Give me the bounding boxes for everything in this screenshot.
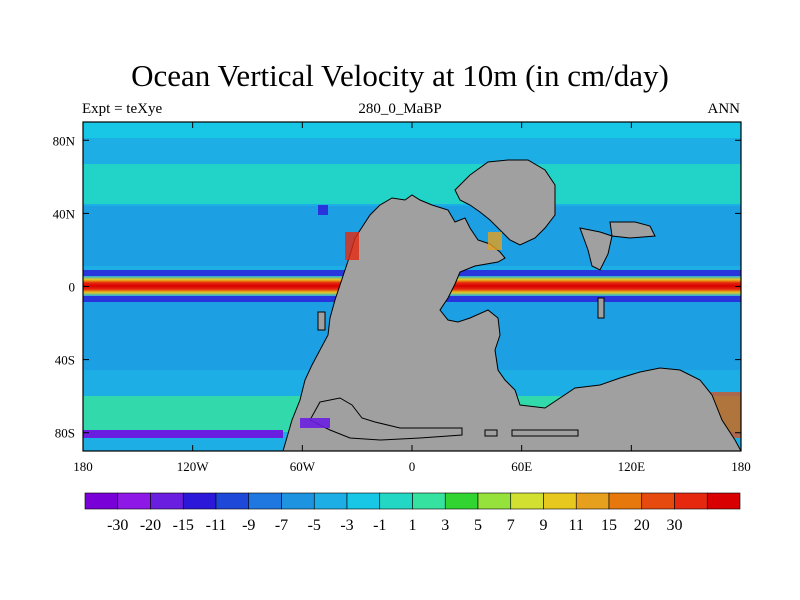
downwelling-spot-1 bbox=[318, 205, 328, 215]
downwelling-spot-2 bbox=[300, 418, 330, 428]
x-tick-label: 60W bbox=[290, 459, 316, 474]
colorbar-swatch bbox=[117, 492, 151, 510]
colorbar-swatch bbox=[313, 492, 348, 510]
colorbar-swatch bbox=[543, 492, 577, 510]
colorbar-label: 20 bbox=[634, 517, 650, 534]
colorbar-label: -5 bbox=[308, 517, 321, 534]
antarctic-shelf-small bbox=[484, 429, 498, 437]
y-tick-label: 40N bbox=[53, 206, 76, 221]
x-tick-label: 60E bbox=[511, 459, 532, 474]
colorbar-swatch bbox=[444, 492, 479, 510]
pangea-continent bbox=[83, 194, 741, 451]
colorbar-label: -30 bbox=[107, 517, 128, 534]
island-arc-east bbox=[579, 227, 613, 271]
colorbar-label: 3 bbox=[441, 517, 449, 534]
x-axis: 180 120W 60W 0 60E 120E 180 bbox=[73, 122, 751, 474]
arctic-band bbox=[83, 122, 741, 138]
colorbar-label: 5 bbox=[474, 517, 482, 534]
colorbar-label: -11 bbox=[206, 517, 227, 534]
colorbar-label: 11 bbox=[569, 517, 584, 534]
colorbar-swatch bbox=[674, 492, 708, 510]
experiment-label: Expt = teXye bbox=[82, 101, 163, 117]
colorbar-swatch bbox=[215, 492, 250, 510]
colorbar-swatch bbox=[248, 492, 282, 510]
island-northeast bbox=[609, 221, 656, 239]
colorbar-swatch bbox=[346, 492, 381, 510]
colorbar-swatch bbox=[477, 492, 512, 510]
colorbar-swatch bbox=[706, 492, 741, 510]
colorbar: -30 -20 -15 -11 -9 -7 -5 -3 -1 1 3 5 7 9 11 15 20 30 bbox=[84, 492, 741, 534]
colorbar-swatch bbox=[575, 492, 610, 510]
island-small-2 bbox=[317, 311, 326, 331]
antarctic-coastal-downwelling bbox=[83, 430, 283, 438]
colorbar-swatch bbox=[281, 492, 315, 510]
colorbar-label: 9 bbox=[540, 517, 548, 534]
north-land-east bbox=[454, 159, 556, 246]
y-tick-label: 80S bbox=[55, 426, 75, 441]
colorbar-label: 30 bbox=[667, 517, 683, 534]
x-tick-label: 120E bbox=[618, 459, 646, 474]
colorbar-label: 7 bbox=[507, 517, 515, 534]
colorbar-label: -15 bbox=[173, 517, 194, 534]
antarctic-peninsula-inlet bbox=[309, 397, 463, 441]
plot-title: Ocean Vertical Velocity at 10m (in cm/da… bbox=[131, 58, 669, 93]
antarctic-shelf-east bbox=[511, 429, 579, 437]
colorbar-swatch bbox=[510, 492, 544, 510]
age-label: 280_0_MaBP bbox=[358, 101, 442, 117]
colorbar-swatch bbox=[150, 492, 184, 510]
season-label: ANN bbox=[707, 101, 741, 117]
y-tick-label: 80N bbox=[53, 133, 76, 148]
colorbar-label: -7 bbox=[275, 517, 288, 534]
x-tick-label: 0 bbox=[409, 459, 416, 474]
colorbar-swatch bbox=[84, 492, 119, 510]
x-tick-label: 180 bbox=[73, 459, 93, 474]
y-tick-label: 40S bbox=[55, 353, 75, 368]
colorbar-label: -3 bbox=[340, 517, 353, 534]
island-small-1 bbox=[597, 297, 605, 319]
colorbar-swatch bbox=[182, 492, 217, 510]
coastal-upwelling-west bbox=[345, 232, 359, 260]
colorbar-swatch bbox=[641, 492, 675, 510]
colorbar-label: 15 bbox=[601, 517, 617, 534]
land-masses bbox=[83, 159, 741, 451]
colorbar-label: -20 bbox=[140, 517, 161, 534]
x-tick-label: 180 bbox=[731, 459, 751, 474]
velocity-field bbox=[83, 122, 741, 451]
colorbar-label: -9 bbox=[242, 517, 255, 534]
colorbar-swatch bbox=[412, 492, 446, 510]
x-tick-label: 120W bbox=[177, 459, 210, 474]
colorbar-label: 1 bbox=[409, 517, 417, 534]
y-tick-label: 0 bbox=[69, 280, 76, 295]
y-axis: 80N 40N 0 40S 80S bbox=[53, 133, 741, 441]
coastal-upwelling-gulf bbox=[488, 232, 502, 250]
colorbar-swatch bbox=[379, 492, 413, 510]
colorbar-swatch bbox=[608, 492, 643, 510]
colorbar-label: -1 bbox=[373, 517, 386, 534]
